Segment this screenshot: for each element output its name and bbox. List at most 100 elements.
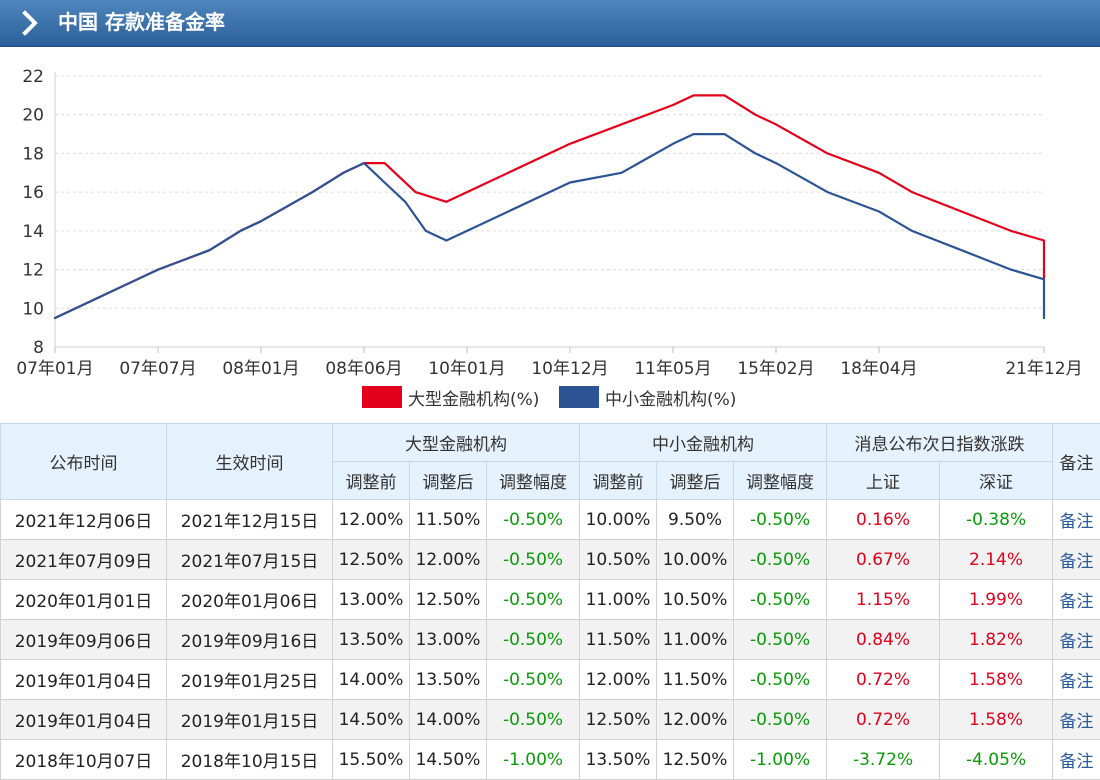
large-range-cell: -0.50%	[487, 700, 580, 740]
shenzhen-change-cell: 1.58%	[940, 660, 1053, 700]
announce-date-cell: 2018年10月07日	[1, 740, 167, 780]
y-tick-label: 10	[22, 299, 44, 319]
small-before-cell: 11.00%	[580, 580, 657, 620]
small-before-cell: 10.50%	[580, 540, 657, 580]
effective-date-cell: 2019年09月16日	[167, 620, 333, 660]
x-tick-label: 10年12月	[531, 359, 608, 379]
chevron-right-icon[interactable]	[20, 9, 42, 37]
small-range-cell: -0.50%	[734, 580, 827, 620]
shanghai-change-cell: 0.67%	[827, 540, 940, 580]
header-announce-date[interactable]: 公布时间	[1, 424, 167, 500]
header-note: 备注	[1053, 424, 1100, 500]
page-title: 中国 存款准备金率	[58, 9, 225, 35]
note-link[interactable]: 备注	[1053, 740, 1100, 780]
title-bar: 中国 存款准备金率	[0, 0, 1100, 47]
y-tick-label: 8	[33, 338, 44, 358]
shanghai-change-cell: 1.15%	[827, 580, 940, 620]
small-range-cell: -0.50%	[734, 660, 827, 700]
header-shanghai[interactable]: 上证	[827, 462, 940, 500]
large-after-cell: 12.50%	[410, 580, 487, 620]
shenzhen-change-cell: -0.38%	[940, 500, 1053, 540]
header-small-before[interactable]: 调整前	[580, 462, 657, 500]
effective-date-cell: 2019年01月15日	[167, 700, 333, 740]
header-large-after[interactable]: 调整后	[410, 462, 487, 500]
legend-label-small: 中小金融机构(%)	[605, 385, 736, 410]
legend-item-small[interactable]: 中小金融机构(%)	[559, 383, 736, 411]
shanghai-change-cell: 0.16%	[827, 500, 940, 540]
small-after-cell: 11.00%	[657, 620, 734, 660]
header-market-reaction: 消息公布次日指数涨跌	[827, 424, 1053, 462]
large-after-cell: 14.50%	[410, 740, 487, 780]
note-link[interactable]: 备注	[1053, 620, 1100, 660]
y-tick-label: 16	[22, 183, 44, 203]
y-tick-label: 14	[22, 222, 44, 242]
large-before-cell: 15.50%	[333, 740, 410, 780]
legend-swatch-small	[559, 386, 599, 408]
large-range-cell: -0.50%	[487, 620, 580, 660]
announce-date-cell: 2020年01月01日	[1, 580, 167, 620]
effective-date-cell: 2021年12月15日	[167, 500, 333, 540]
shanghai-change-cell: 0.72%	[827, 660, 940, 700]
shenzhen-change-cell: -4.05%	[940, 740, 1053, 780]
legend-item-large[interactable]: 大型金融机构(%)	[362, 383, 539, 411]
announce-date-cell: 2019年01月04日	[1, 660, 167, 700]
large-before-cell: 13.00%	[333, 580, 410, 620]
shenzhen-change-cell: 1.58%	[940, 700, 1053, 740]
small-range-cell: -0.50%	[734, 540, 827, 580]
large-after-cell: 13.50%	[410, 660, 487, 700]
small-after-cell: 12.00%	[657, 700, 734, 740]
small-after-cell: 10.00%	[657, 540, 734, 580]
header-shenzhen[interactable]: 深证	[940, 462, 1053, 500]
small-before-cell: 12.50%	[580, 700, 657, 740]
effective-date-cell: 2019年01月25日	[167, 660, 333, 700]
header-large-before[interactable]: 调整前	[333, 462, 410, 500]
note-link[interactable]: 备注	[1053, 700, 1100, 740]
large-after-cell: 11.50%	[410, 500, 487, 540]
shenzhen-change-cell: 2.14%	[940, 540, 1053, 580]
large-range-cell: -1.00%	[487, 740, 580, 780]
small-before-cell: 12.00%	[580, 660, 657, 700]
x-tick-label: 11年05月	[634, 359, 711, 379]
note-link[interactable]: 备注	[1053, 500, 1100, 540]
y-tick-label: 22	[22, 67, 44, 87]
x-tick-label: 07年07月	[119, 359, 196, 379]
small-after-cell: 9.50%	[657, 500, 734, 540]
large-before-cell: 13.50%	[333, 620, 410, 660]
header-small-range[interactable]: 调整幅度	[734, 462, 827, 500]
effective-date-cell: 2020年01月06日	[167, 580, 333, 620]
header-small-institutions: 中小金融机构	[580, 424, 827, 462]
header-small-after[interactable]: 调整后	[657, 462, 734, 500]
announce-date-cell: 2021年12月06日	[1, 500, 167, 540]
note-link[interactable]: 备注	[1053, 540, 1100, 580]
x-tick-label: 21年12月	[1005, 359, 1082, 379]
large-range-cell: -0.50%	[487, 580, 580, 620]
large-before-cell: 14.00%	[333, 660, 410, 700]
shanghai-change-cell: 0.72%	[827, 700, 940, 740]
announce-date-cell: 2019年01月04日	[1, 700, 167, 740]
large-after-cell: 13.00%	[410, 620, 487, 660]
large-before-cell: 12.50%	[333, 540, 410, 580]
x-tick-label: 15年02月	[737, 359, 814, 379]
small-range-cell: -1.00%	[734, 740, 827, 780]
header-large-range[interactable]: 调整幅度	[487, 462, 580, 500]
header-effective-date[interactable]: 生效时间	[167, 424, 333, 500]
note-link[interactable]: 备注	[1053, 660, 1100, 700]
small-after-cell: 10.50%	[657, 580, 734, 620]
announce-date-cell: 2019年09月06日	[1, 620, 167, 660]
note-link[interactable]: 备注	[1053, 580, 1100, 620]
x-tick-label: 08年06月	[325, 359, 402, 379]
large-before-cell: 14.50%	[333, 700, 410, 740]
large-range-cell: -0.50%	[487, 500, 580, 540]
small-range-cell: -0.50%	[734, 700, 827, 740]
x-tick-label: 07年01月	[16, 359, 93, 379]
effective-date-cell: 2018年10月15日	[167, 740, 333, 780]
header-large-institutions: 大型金融机构	[333, 424, 580, 462]
effective-date-cell: 2021年07月15日	[167, 540, 333, 580]
x-tick-label: 10年01月	[428, 359, 505, 379]
